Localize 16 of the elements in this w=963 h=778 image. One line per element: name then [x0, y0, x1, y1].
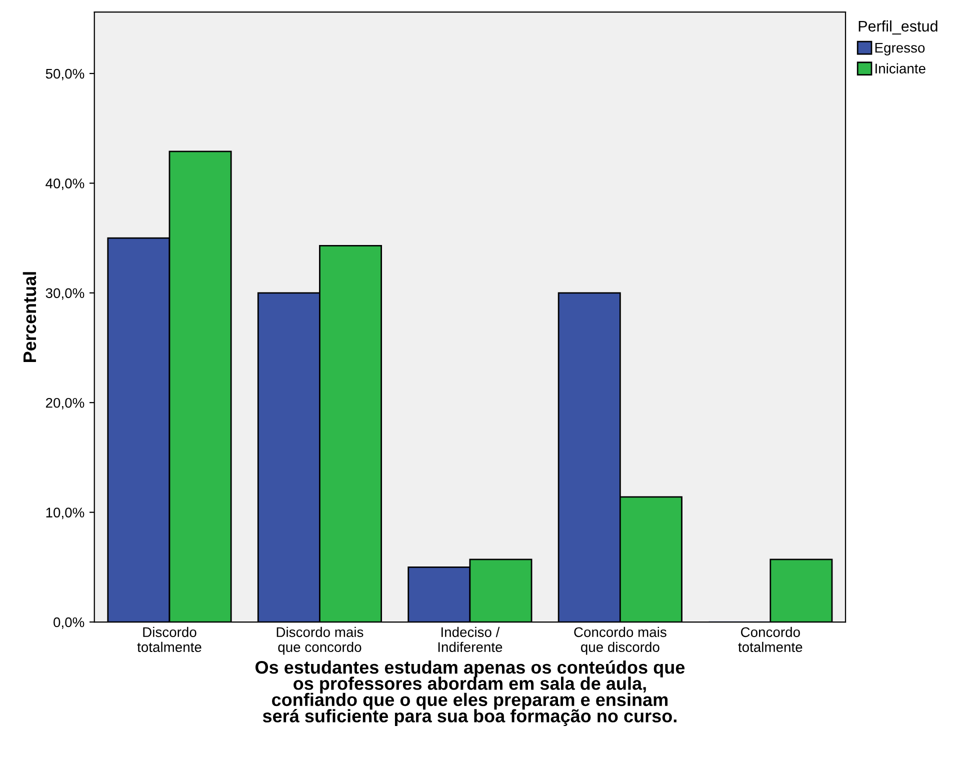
x-tick-label: Discordo totalmente: [137, 626, 202, 652]
legend-title: Perfil_estud: [858, 20, 938, 34]
y-tick-label: 10,0%: [46, 508, 84, 520]
y-tick-label: 20,0%: [46, 398, 84, 410]
x-axis-title: Os estudantes estudam apenas os conteúdos que os professores abordam em sala de aula, confiando que o que eles preparam e ensinam será suficiente para sua boa formação no curso.: [255, 660, 685, 726]
x-tick-label: Concordo totalmente: [738, 626, 802, 652]
y-tick-label: 0,0%: [54, 617, 84, 629]
x-tick-label: Concordo mais que discordo: [574, 626, 666, 655]
y-tick-label: 30,0%: [46, 288, 84, 300]
y-tick-label: 50,0%: [46, 68, 84, 80]
y-tick-label: 40,0%: [46, 178, 84, 190]
legend-label: Egresso: [875, 42, 925, 56]
x-tick-label: Indeciso / Indiferente: [438, 626, 502, 652]
x-tick-label: Discordo mais que concordo: [276, 626, 364, 655]
y-axis-title: Percentual: [22, 272, 36, 362]
legend-label: Iniciante: [876, 63, 926, 74]
